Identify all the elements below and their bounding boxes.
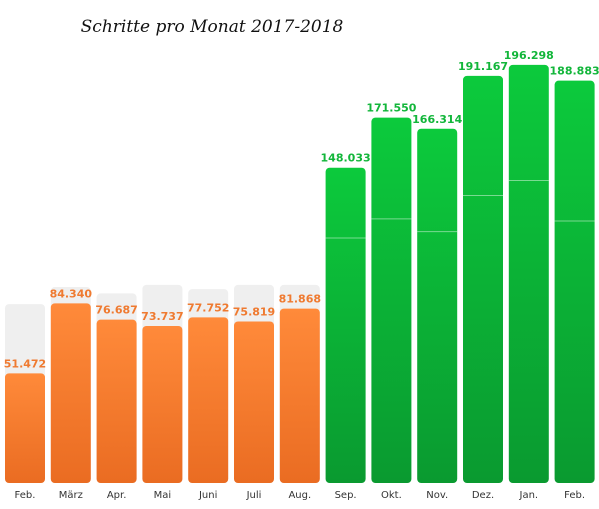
x-tick-label: Sep. <box>335 490 357 501</box>
x-tick-label: Dez. <box>472 490 494 501</box>
bar <box>463 75 503 483</box>
bar <box>5 373 45 483</box>
bar <box>508 64 549 484</box>
data-label: 81.868 <box>279 293 321 306</box>
x-tick-label: Jan. <box>519 490 539 501</box>
x-tick-label: Mai <box>154 490 172 501</box>
data-label: 196.298 <box>504 49 554 62</box>
bar <box>142 325 183 483</box>
data-label: 84.340 <box>50 287 93 300</box>
data-label: 166.314 <box>412 113 462 126</box>
x-tick-label: Feb. <box>564 490 585 501</box>
data-label: 188.883 <box>550 65 599 78</box>
bar <box>279 308 320 483</box>
bar-group: 51.472 Feb. 84.340 März 76.687 Apr. 73.737 Mai 7… <box>4 49 599 501</box>
x-tick-label: Aug. <box>288 490 311 501</box>
data-label: 73.737 <box>141 310 183 323</box>
data-label: 75.819 <box>233 306 275 319</box>
x-tick-label: Feb. <box>15 490 36 501</box>
data-label: 148.033 <box>321 152 371 165</box>
x-tick-label: Juni <box>198 490 217 501</box>
x-tick-label: Okt. <box>381 490 402 501</box>
bar <box>188 317 229 483</box>
data-label: 76.687 <box>95 304 137 317</box>
bar <box>96 319 137 483</box>
data-label: 191.167 <box>458 60 508 73</box>
data-label: 77.752 <box>187 301 229 314</box>
data-label: 171.550 <box>366 102 416 115</box>
bar <box>50 303 91 483</box>
x-tick-label: Juli <box>246 490 262 501</box>
x-tick-label: März <box>59 490 83 501</box>
bar <box>234 321 274 483</box>
x-tick-label: Apr. <box>107 490 127 501</box>
x-tick-label: Nov. <box>426 490 448 501</box>
bar <box>325 167 366 484</box>
bar <box>554 80 595 484</box>
chart-title: Schritte pro Monat 2017-2018 <box>81 17 344 37</box>
data-label: 51.472 <box>4 357 46 370</box>
bar <box>371 117 412 483</box>
bar <box>417 128 458 484</box>
